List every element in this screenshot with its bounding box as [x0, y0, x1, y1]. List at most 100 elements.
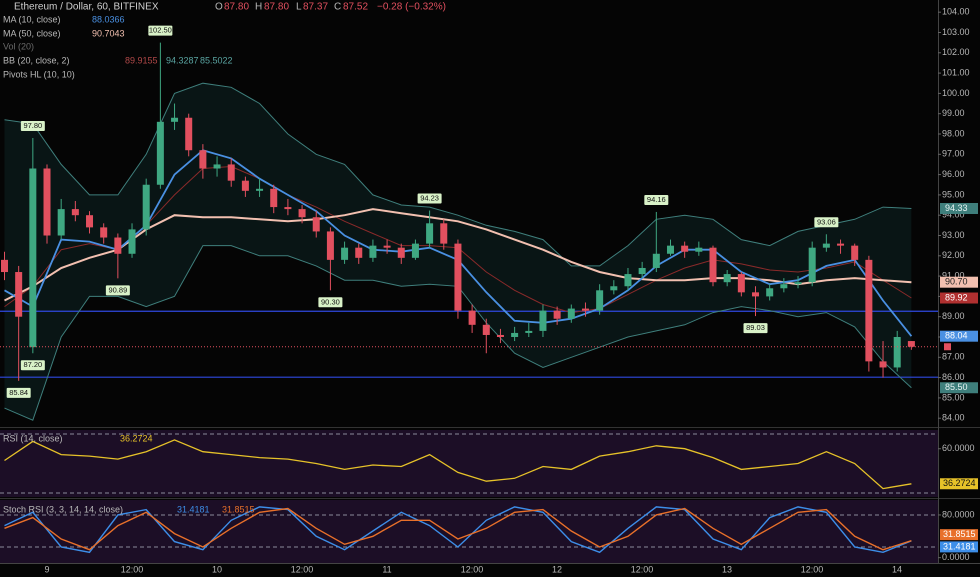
candle-body [454, 243, 462, 311]
legend-value: 94.3287 [166, 55, 199, 65]
candle-body [114, 237, 122, 254]
y-tick-label: 89.00 [942, 311, 965, 321]
axis-badge [940, 382, 978, 394]
stoch-line [4, 507, 912, 551]
candle-body [227, 164, 235, 181]
axis-badge [940, 276, 978, 288]
pivot-box [20, 121, 45, 132]
y-tick-label: 97.00 [942, 149, 965, 159]
candle-body [539, 310, 547, 331]
change: −0.28 (−0.32%) [377, 2, 446, 13]
candle-body [156, 121, 164, 185]
candle-body [15, 272, 23, 317]
legend-name: Stoch RSI (3, 3, 14, 14, close) [3, 504, 123, 514]
candle-body [865, 259, 873, 362]
candle-body [652, 253, 660, 268]
candle-body [681, 245, 689, 252]
candle-body [525, 330, 533, 333]
ohlc-value: 87.80 [264, 2, 289, 13]
candle-body [638, 267, 646, 275]
pivot-box [6, 387, 31, 398]
candle-body [185, 117, 193, 151]
x-tick-label: 12:00 [121, 564, 144, 574]
x-tick-label: 12 [552, 564, 562, 574]
candle-body [100, 227, 108, 238]
candle-body [553, 310, 561, 319]
legend-value: 31.8515 [222, 504, 255, 514]
candle-body [822, 243, 830, 248]
candle-body [709, 247, 717, 283]
candle-body [298, 209, 306, 218]
ohlc-value: 87.37 [303, 2, 328, 13]
pivot-label: 85.84 [9, 388, 28, 397]
axis-badge [940, 529, 978, 541]
candle-body [879, 361, 887, 368]
ohlc-key: H [255, 2, 262, 13]
chart-title: Ethereum / Dollar, 60, BITFINEX [14, 2, 159, 13]
legend-name: RSI (14, close) [3, 433, 63, 443]
candle-body [312, 217, 320, 232]
legend-name: Vol (20) [3, 41, 34, 51]
pivot-label: 89.03 [746, 323, 765, 332]
pivot-label: 90.89 [108, 285, 127, 294]
candle-body [383, 245, 391, 248]
candle-body [737, 274, 745, 293]
candle-body [752, 292, 760, 297]
x-tick-label: 12:00 [631, 564, 654, 574]
y-tick-label: 93.00 [942, 230, 965, 240]
candle-body [837, 243, 845, 246]
y-tick-label: 103.00 [942, 27, 970, 37]
y-tick-label: 60.0000 [942, 443, 975, 453]
candle-body [142, 184, 150, 230]
y-tick-label: 95.00 [942, 189, 965, 199]
candle-body [581, 308, 589, 311]
legend-value: 90.7043 [92, 28, 125, 38]
axis-badge-label: 90.70 [945, 277, 968, 287]
ohlc-key: O [215, 2, 223, 13]
x-tick-label: 10 [212, 564, 222, 574]
axis-badge-label: 85.50 [945, 382, 968, 392]
overlay: Ethereum / Dollar, 60, BITFINEX O 87.80 … [3, 2, 446, 515]
candle-body [213, 164, 221, 169]
pivot-label: 94.16 [647, 195, 666, 204]
pivot-box [105, 285, 130, 296]
candle-body [766, 288, 774, 297]
candle-body [86, 215, 94, 228]
y-tick-label: 87.00 [942, 352, 965, 362]
candle-body [794, 282, 802, 285]
pivot-label: 97.80 [23, 121, 42, 130]
legend-name: MA (50, close) [3, 28, 61, 38]
pivot-box [148, 25, 173, 36]
axis-badge-label: 89.92 [945, 292, 968, 302]
pivot-box [644, 194, 669, 205]
candle-body [440, 223, 448, 244]
candle-body [482, 324, 490, 335]
candle-body [907, 341, 915, 347]
candle-body [893, 337, 901, 368]
candle-body [468, 310, 476, 325]
candle-body [780, 284, 788, 289]
indicator-line [4, 82, 912, 267]
candle-body [128, 229, 136, 254]
pivot-box [814, 217, 839, 228]
candle-body [596, 290, 604, 311]
y-tick-label: 104.00 [942, 7, 970, 17]
pivot-label: 94.23 [420, 194, 439, 203]
stoch-panel [0, 500, 938, 563]
axis-badge-label: 36.2724 [943, 478, 976, 488]
y-tick-label: 80.0000 [942, 509, 975, 519]
pivot-box [417, 193, 442, 204]
candle-body [71, 209, 79, 216]
candle-body [341, 247, 349, 260]
legend-name: BB (20, close, 2) [3, 55, 70, 65]
pivot-label: 93.06 [817, 217, 836, 226]
y-tick-label: 86.00 [942, 372, 965, 382]
rsi-line [4, 439, 912, 490]
candle-body [567, 308, 575, 319]
y-tick-label: 98.00 [942, 128, 965, 138]
x-tick-label: 12:00 [291, 564, 314, 574]
candle-body [284, 207, 292, 210]
candle-body [723, 274, 731, 283]
candle-body [397, 247, 405, 258]
